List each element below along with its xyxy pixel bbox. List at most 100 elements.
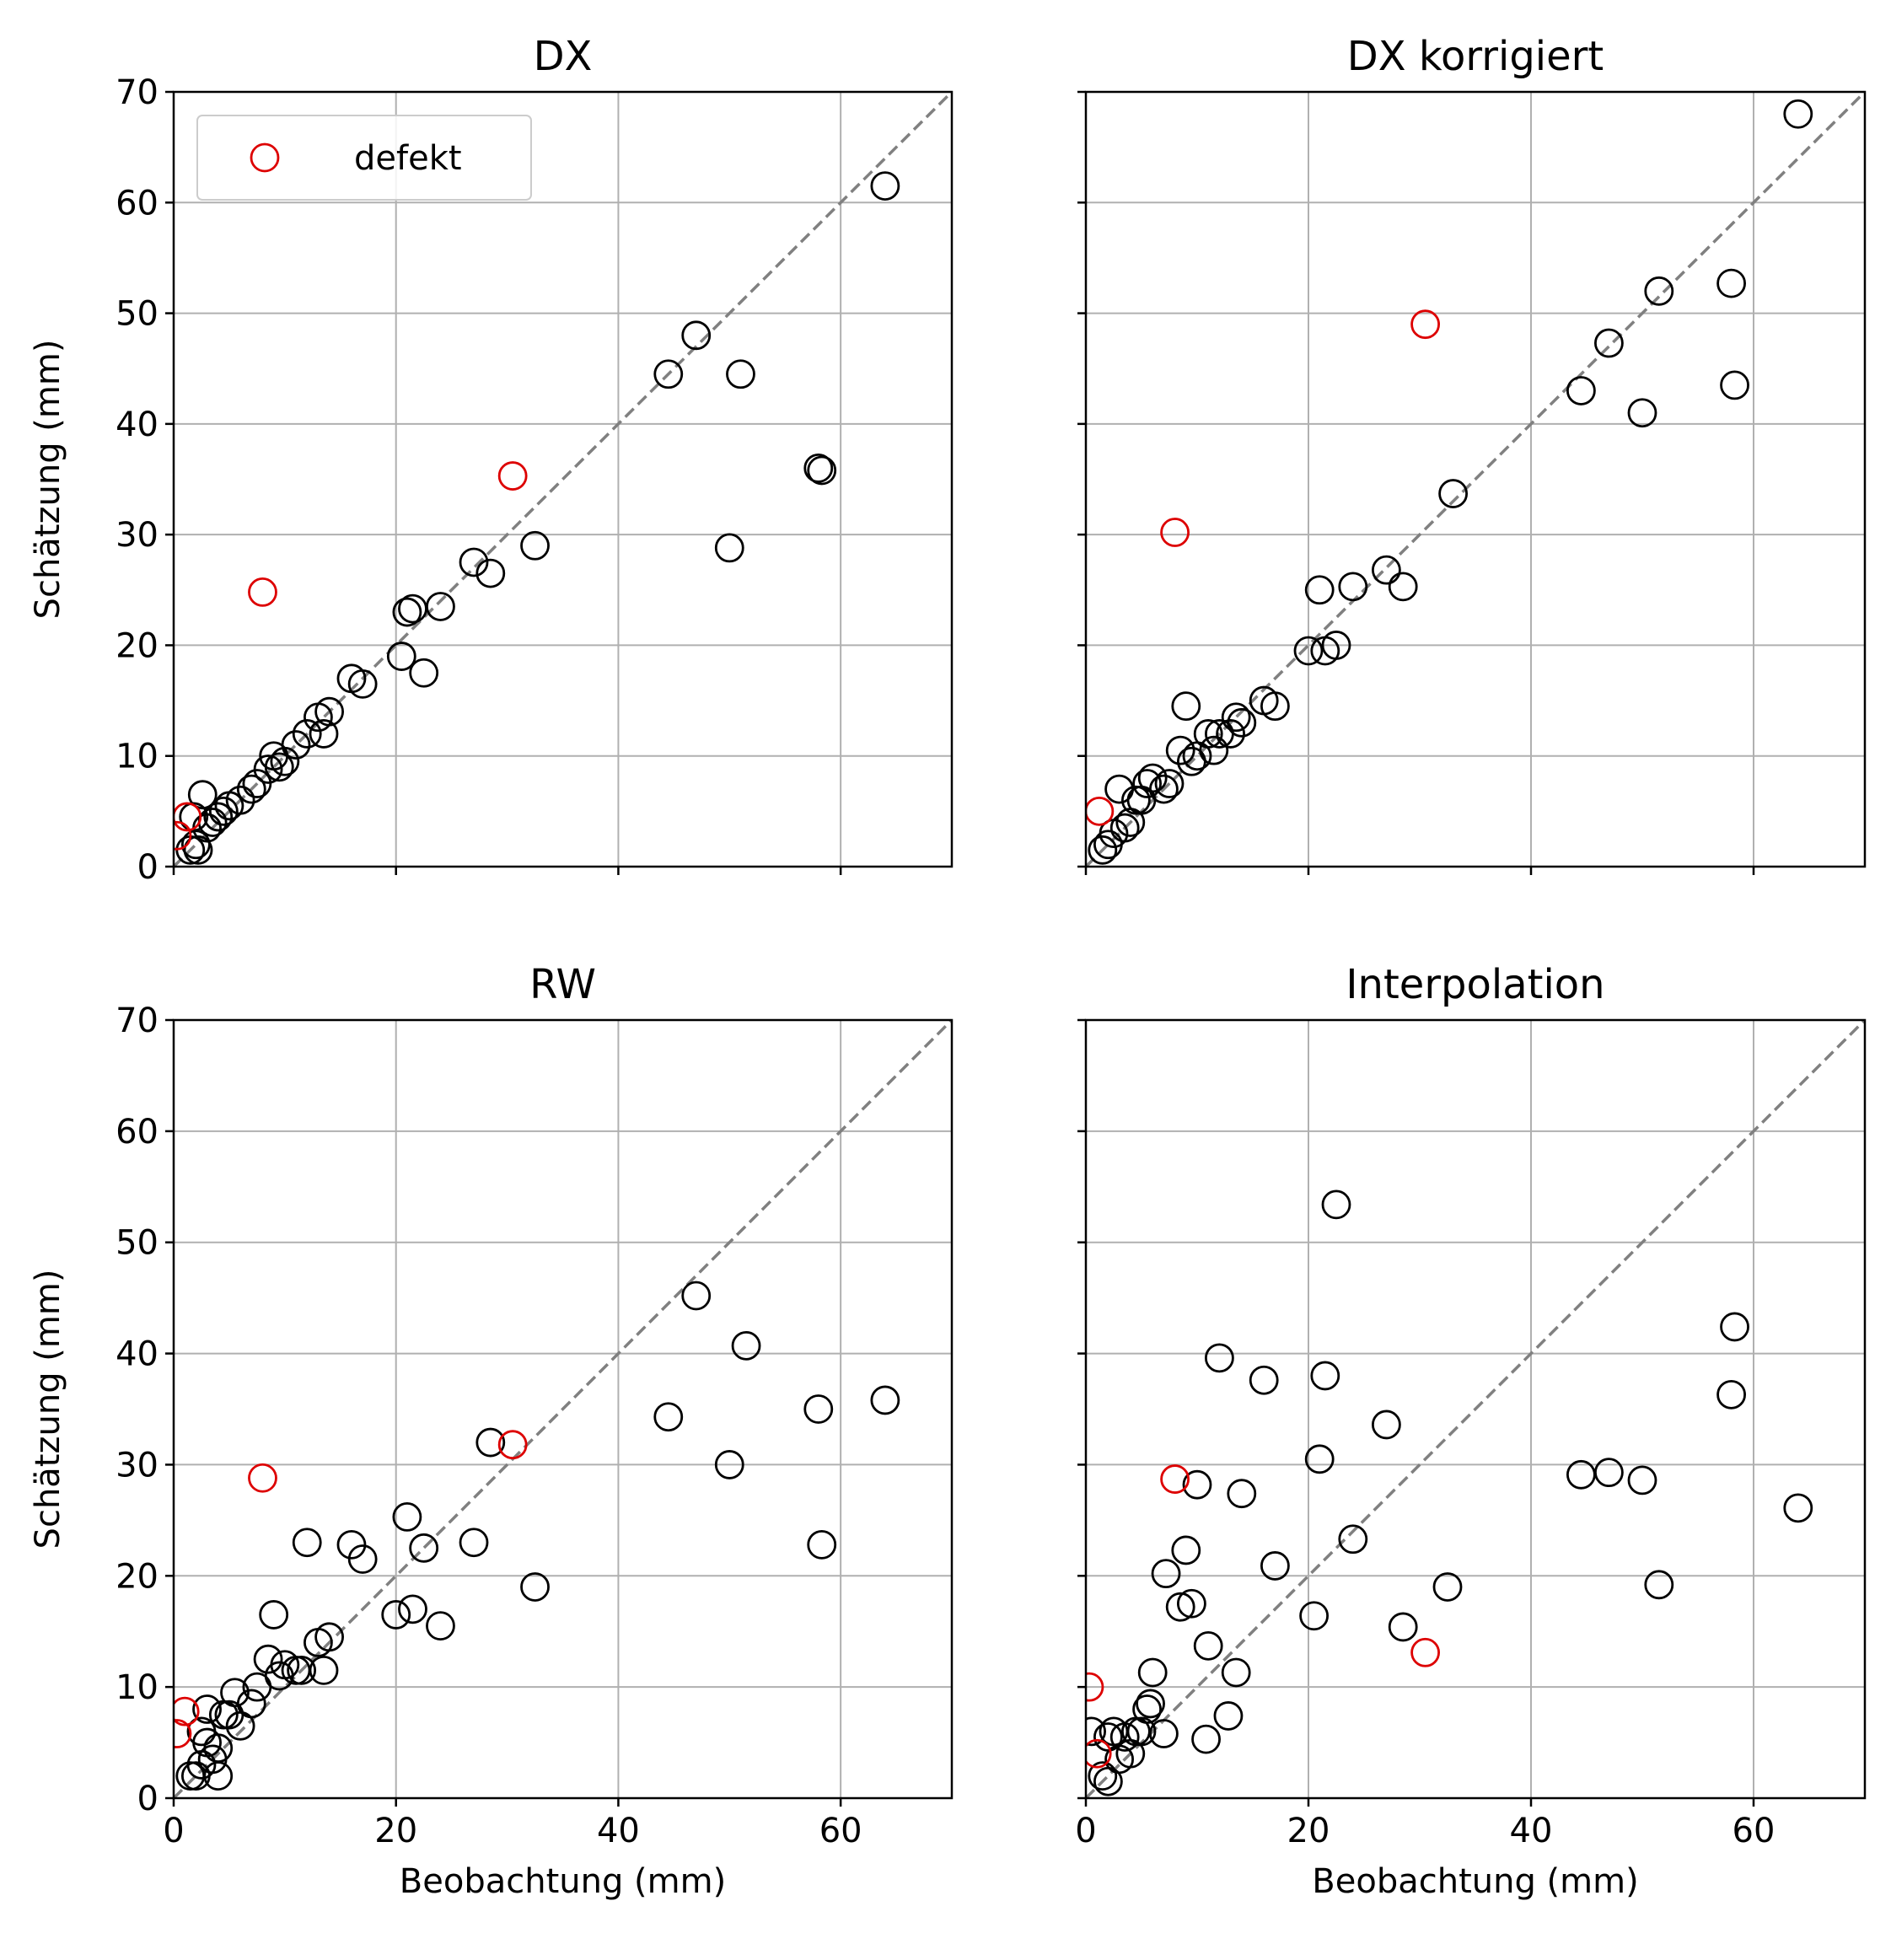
y-tick-label: 70 [116,1001,158,1040]
data-point [314,696,345,727]
point-defekt [174,802,202,832]
panel-title: DX [534,33,593,80]
y-tick-label: 70 [116,73,158,112]
data-point [1321,631,1351,660]
data-point [409,1533,439,1563]
data-point [253,1644,283,1674]
data-point [253,754,283,784]
data-point [287,1655,317,1685]
x-tick-label: 20 [1287,1812,1330,1850]
data-point [1716,268,1747,298]
y-tick-label: 20 [116,626,158,665]
data-point [870,1385,900,1415]
data-point [203,802,234,832]
identity-line [1084,1018,1867,1800]
y-tick-label: 0 [137,1780,158,1818]
y-tick-label: 10 [116,1668,158,1707]
data-point [281,730,311,760]
data-point [1644,1570,1674,1600]
data-point [1388,1612,1418,1642]
axes-frame [172,1018,954,1800]
x-tick-label: 40 [1510,1812,1553,1850]
x-axis-label: Beobachtung (mm) [400,1862,726,1901]
point-defekt [1160,518,1190,547]
identity-line [1084,90,1867,868]
legend-label: defekt [354,139,462,178]
data-point [1109,813,1140,843]
data-point [426,592,455,621]
data-point [1171,1535,1201,1565]
x-tick-label: 20 [374,1812,417,1850]
point-defekt [174,820,192,851]
data-point [1783,99,1813,129]
data-point [1132,769,1162,798]
data-point [714,1450,744,1479]
points-layer [174,1281,900,1791]
data-point [1088,835,1118,865]
panel-title: Interpolation [1346,961,1604,1008]
data-point [1154,769,1185,798]
data-point [1338,1524,1368,1555]
panel-title: DX korrigiert [1347,33,1604,80]
data-point [426,1611,455,1641]
data-point [1149,774,1179,804]
data-point [681,320,712,351]
data-point [1388,572,1418,602]
data-point [381,1600,411,1630]
panel-3: 0 20 40 60 0 10 20 30 40 50 60 70 RW Beobachtung (mm)… [29,961,954,1901]
data-point [475,1427,506,1458]
data-point [870,171,900,201]
y-tick-label: 30 [116,516,158,555]
data-point [1137,763,1168,793]
data-point [520,1572,550,1602]
data-point [386,642,416,671]
point-defekt [1410,309,1440,340]
x-tick-label: 0 [163,1812,184,1850]
data-point [192,1694,222,1724]
y-tick-label: 20 [116,1557,158,1596]
data-point [1627,398,1657,428]
data-point [1644,276,1674,306]
data-point [1137,1657,1168,1688]
point-defekt [1086,1672,1104,1702]
data-point [653,1402,684,1432]
data-point [1193,719,1223,749]
data-point [714,533,744,563]
data-point [1088,1761,1118,1791]
data-point [1372,555,1401,585]
data-point [398,1594,427,1624]
identity-line [172,90,954,868]
y-tick-label: 50 [116,295,158,334]
panel-4: 0 20 40 60 Interpolation Beobachtung (mm) [1075,961,1867,1901]
data-point [347,669,378,699]
data-point [1321,1189,1351,1220]
data-point [653,359,684,389]
data-point [1199,735,1229,765]
data-point [270,746,300,776]
point-defekt [174,1696,200,1726]
data-point [259,1600,289,1630]
data-point [520,530,550,561]
data-point [1177,1588,1206,1619]
points-layer [174,171,900,865]
data-point [309,1655,339,1685]
point-defekt [497,461,528,491]
data-point [681,1281,712,1311]
data-point [1299,1601,1329,1631]
data-point [731,1330,761,1361]
data-point [1716,1379,1747,1410]
y-axis-label: Schätzung (mm) [29,1270,67,1549]
y-tick-label: 30 [116,1446,158,1485]
data-point [1260,691,1290,722]
legend-box [196,115,532,201]
data-point [807,1529,837,1560]
data-point [264,752,294,782]
point-defekt [1086,796,1115,826]
data-point [1432,1572,1463,1602]
data-point [1310,1361,1340,1391]
axes-frame [172,90,954,868]
data-point [1171,691,1201,722]
data-point [1221,1657,1251,1688]
data-point [220,1678,250,1708]
